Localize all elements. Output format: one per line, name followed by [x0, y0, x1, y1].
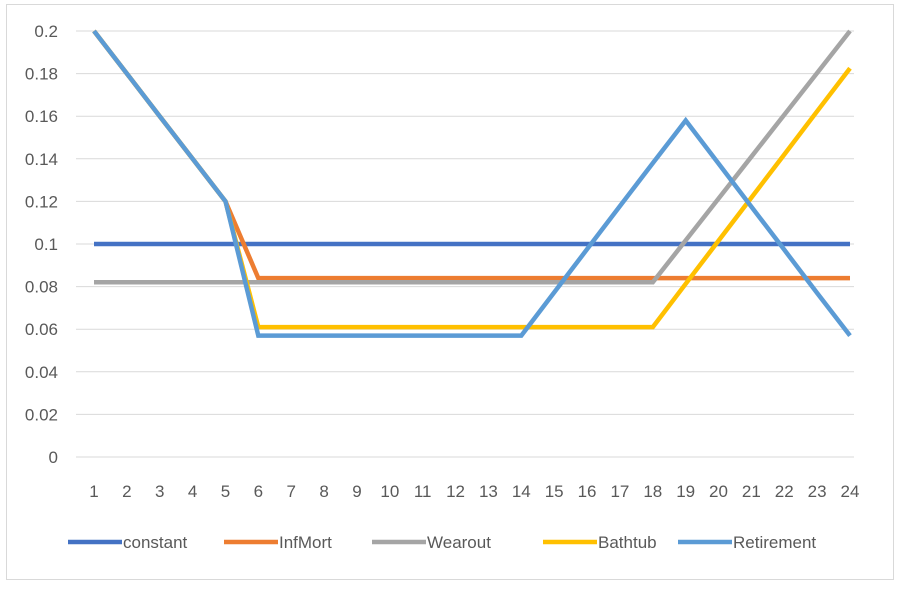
y-tick-label: 0.1 — [34, 235, 58, 254]
y-tick-label: 0.12 — [25, 192, 58, 211]
y-tick-label: 0.02 — [25, 405, 58, 424]
x-tick-label: 23 — [808, 482, 827, 501]
x-tick-label: 4 — [188, 482, 197, 501]
x-tick-label: 3 — [155, 482, 164, 501]
x-tick-label: 22 — [775, 482, 794, 501]
y-tick-label: 0.06 — [25, 320, 58, 339]
x-tick-label: 6 — [254, 482, 263, 501]
legend-label: Bathtub — [598, 533, 657, 552]
x-tick-label: 16 — [578, 482, 597, 501]
x-tick-label: 14 — [512, 482, 531, 501]
chart-frame — [6, 4, 894, 580]
legend-label: Wearout — [427, 533, 491, 552]
legend-item-retirement: Retirement — [678, 533, 816, 552]
x-tick-label: 1 — [89, 482, 98, 501]
legend-label: InfMort — [279, 533, 332, 552]
legend: constant InfMort Wearout Bathtub Retirement — [68, 533, 816, 552]
x-tick-label: 7 — [286, 482, 295, 501]
y-tick-label: 0.08 — [25, 278, 58, 297]
x-tick-label: 20 — [709, 482, 728, 501]
series-line-infmort — [92, 29, 850, 281]
y-axis-tick-labels: 0 0.02 0.04 0.06 0.08 0.1 0.12 0.14 0.16 0.18 0.2 — [25, 22, 58, 467]
y-tick-label: 0.18 — [25, 65, 58, 84]
y-tick-label: 0.04 — [25, 363, 58, 382]
legend-label: constant — [123, 533, 188, 552]
y-tick-label: 0.16 — [25, 107, 58, 126]
x-tick-label: 13 — [479, 482, 498, 501]
legend-label: Retirement — [733, 533, 816, 552]
series-line-retirement — [92, 29, 852, 338]
series-lines — [92, 29, 852, 338]
legend-item-constant: constant — [68, 533, 188, 552]
y-tick-label: 0.14 — [25, 150, 58, 169]
x-tick-label: 24 — [841, 482, 860, 501]
legend-item-infmort: InfMort — [224, 533, 332, 552]
series-line-wearout — [94, 29, 852, 285]
y-tick-label: 0 — [49, 448, 58, 467]
x-tick-label: 10 — [380, 482, 399, 501]
y-tick-label: 0.2 — [34, 22, 58, 41]
x-tick-label: 18 — [643, 482, 662, 501]
x-tick-label: 9 — [352, 482, 361, 501]
x-tick-label: 17 — [610, 482, 629, 501]
x-tick-label: 11 — [414, 482, 432, 501]
x-tick-label: 8 — [319, 482, 328, 501]
x-axis-tick-labels: 1 2 3 4 5 6 7 8 9 10 11 12 13 14 15 16 17 18 19 20 21 22 23 24 — [89, 482, 859, 501]
legend-item-wearout: Wearout — [372, 533, 491, 552]
legend-item-bathtub: Bathtub — [543, 533, 657, 552]
x-tick-label: 2 — [122, 482, 131, 501]
x-tick-label: 12 — [446, 482, 465, 501]
x-tick-label: 15 — [545, 482, 564, 501]
x-tick-label: 19 — [676, 482, 695, 501]
x-tick-label: 21 — [742, 482, 761, 501]
x-tick-label: 5 — [221, 482, 230, 501]
